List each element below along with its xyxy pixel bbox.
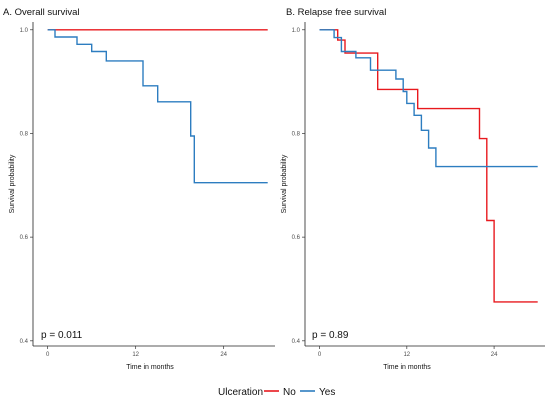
y-tick-label: 1.0 [292, 28, 301, 34]
x-tick-label: 24 [220, 352, 227, 358]
legend-title: Ulceration [218, 387, 263, 398]
survival-curve-no [319, 29, 538, 303]
panel-a-p-value: p = 0.011 [41, 330, 83, 341]
panel-a-title: A. Overall survival [3, 7, 80, 18]
panel-a-ticks: 0.4 0.6 0.8 1.0 0 12 24 [20, 28, 228, 358]
panel-b-ticks: 0.4 0.6 0.8 1.0 0 12 24 [292, 28, 498, 358]
panel-a: A. Overall survival 0.4 0.6 0.8 1.0 0 12 24 p … [3, 7, 275, 371]
legend: Ulceration No Yes [218, 387, 335, 398]
y-tick-label: 1.0 [20, 28, 29, 34]
y-tick-label: 0.6 [20, 235, 29, 241]
panel-b-y-label: Survival probability [281, 154, 288, 213]
x-tick-label: 0 [46, 352, 50, 358]
x-tick-label: 24 [491, 352, 498, 358]
x-tick-label: 12 [403, 352, 410, 358]
panel-b-title: B. Relapse free survival [286, 7, 386, 18]
y-tick-label: 0.8 [20, 131, 29, 137]
panel-b-x-label: Time in months [383, 364, 431, 371]
legend-label-yes: Yes [319, 387, 335, 398]
panel-a-x-label: Time in months [126, 364, 174, 371]
y-tick-label: 0.6 [292, 235, 301, 241]
panel-a-series [47, 29, 268, 184]
legend-label-no: No [283, 387, 296, 398]
y-tick-label: 0.4 [20, 339, 29, 345]
survival-curve-yes [47, 29, 268, 184]
panel-b-p-value: p = 0.89 [312, 330, 349, 341]
x-tick-label: 12 [132, 352, 139, 358]
panel-b: B. Relapse free survival 0.4 0.6 0.8 1.0 0 12… [281, 7, 545, 371]
y-tick-label: 0.8 [292, 131, 301, 137]
panel-a-y-label: Survival probability [9, 154, 16, 213]
panel-b-series [319, 29, 538, 303]
y-tick-label: 0.4 [292, 339, 301, 345]
x-tick-label: 0 [318, 352, 322, 358]
survival-curve-yes [319, 29, 538, 168]
